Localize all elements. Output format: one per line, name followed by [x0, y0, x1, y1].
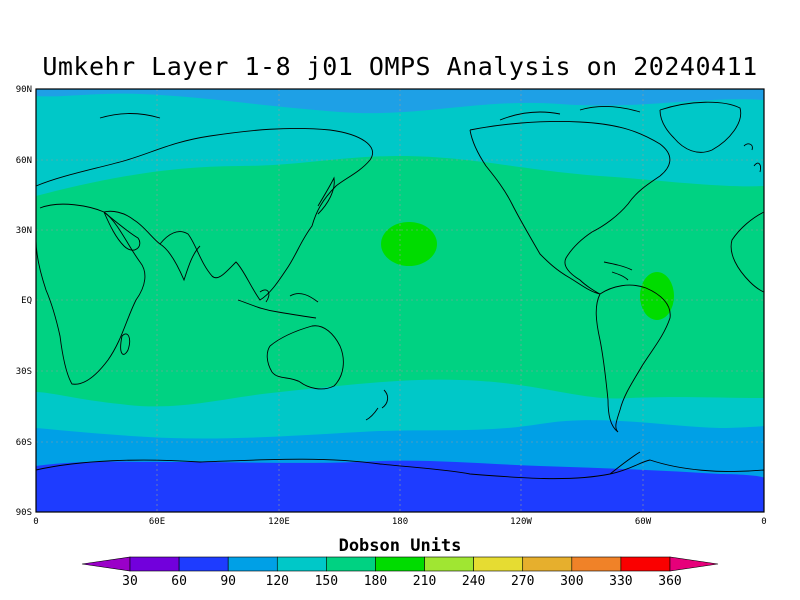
colorbar-label: 120 — [266, 574, 289, 589]
lat-label: EQ — [21, 296, 32, 306]
coast-antarctica — [35, 458, 765, 480]
coastlines — [35, 101, 765, 480]
lat-label: 60S — [16, 438, 32, 448]
coast-south-america — [595, 284, 671, 433]
coast-newzealand — [365, 389, 389, 421]
coast-arctic-islands — [99, 105, 641, 121]
colorbar-label: 180 — [364, 574, 387, 589]
lat-label: 90N — [16, 85, 32, 95]
lon-label: 60E — [149, 517, 165, 527]
colorbar-segment — [326, 556, 376, 572]
graticule — [36, 89, 764, 512]
coast-greenland — [659, 101, 742, 153]
colorbar-segment — [424, 556, 474, 572]
map-title: Umkehr Layer 1-8 j01 OMPS Analysis on 20… — [42, 52, 758, 81]
colorbar-label: 60 — [171, 574, 187, 589]
lat-axis: 90N 60N 30N EQ 30S 60S 90S — [16, 85, 32, 518]
coast-indonesia — [237, 289, 319, 319]
colorbar-segment — [227, 556, 278, 572]
colorbar-segment — [620, 556, 671, 572]
coast-madagascar — [120, 333, 131, 355]
colorbar-label: 330 — [609, 574, 632, 589]
colorbar-segment — [375, 556, 425, 572]
colorbar-segment — [81, 556, 131, 572]
colorbar-label: 300 — [560, 574, 583, 589]
map-frame — [35, 88, 765, 513]
coast-eurasia — [35, 127, 373, 301]
coast-africa — [35, 203, 146, 385]
coast-caribbean — [603, 261, 633, 281]
lat-label: 60N — [16, 156, 32, 166]
coast-arabia — [103, 211, 141, 251]
coast-antarctic-peninsula — [609, 451, 641, 475]
coast-japan — [317, 176, 335, 215]
colorbar-label: 90 — [220, 574, 236, 589]
colorbar-segment — [669, 556, 719, 572]
coast-north-america — [469, 121, 671, 295]
colorbar-segment — [571, 556, 622, 572]
lat-label: 90S — [16, 508, 32, 518]
colorbar-label: 150 — [315, 574, 338, 589]
colorbar-label: 270 — [511, 574, 534, 589]
lat-label: 30N — [16, 226, 32, 236]
colorbar-segment — [473, 556, 524, 572]
lon-label: 180 — [392, 517, 408, 527]
lon-label: 0 — [33, 517, 38, 527]
coast-africa-west — [730, 211, 765, 293]
colorbar: 30 60 90 120 150 180 210 240 270 300 330 360 — [81, 556, 719, 589]
coast-india — [159, 243, 201, 282]
colorbar-segment — [522, 556, 573, 572]
colorbar-label: 360 — [658, 574, 681, 589]
colorbar-label: 30 — [122, 574, 138, 589]
colorbar-label: 240 — [462, 574, 485, 589]
lon-label: 120E — [268, 517, 290, 527]
lat-label: 30S — [16, 367, 32, 377]
coast-uk — [743, 143, 761, 173]
lon-label: 0 — [761, 517, 766, 527]
lon-axis: 0 60E 120E 180 120W 60W 0 — [33, 517, 766, 527]
colorbar-title: Dobson Units — [338, 536, 462, 556]
colorbar-segment — [178, 556, 229, 572]
colorbar-segment — [129, 556, 180, 572]
lon-label: 120W — [510, 517, 532, 527]
colorbar-label: 210 — [413, 574, 436, 589]
coast-australia — [266, 325, 344, 390]
colorbar-segment — [276, 556, 327, 572]
lon-label: 60W — [635, 517, 652, 527]
